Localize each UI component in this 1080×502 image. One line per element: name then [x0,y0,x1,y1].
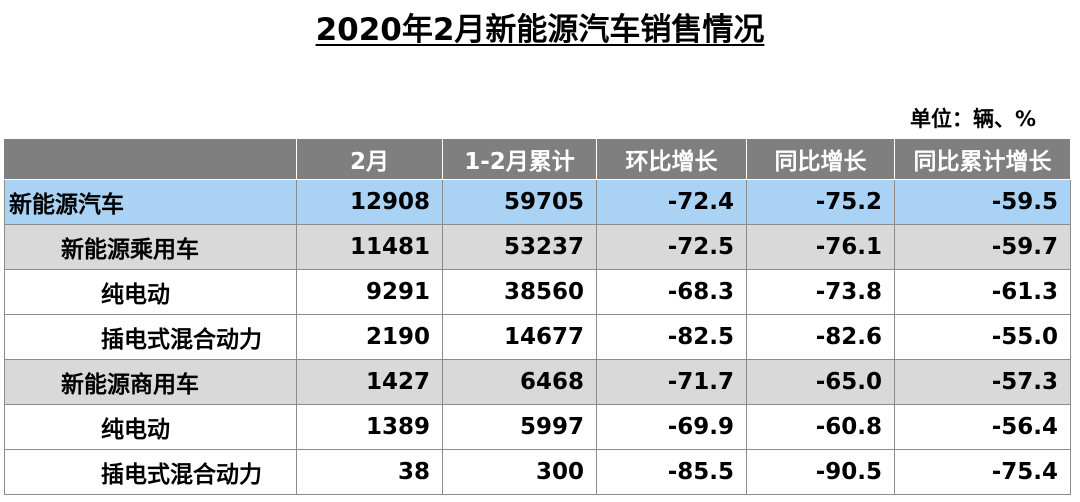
table-row: 纯电动 1389 5997 -69.9 -60.8 -56.4 [4,404,1071,450]
cell-yoy-growth: -73.8 [746,269,895,315]
row-label: 新能源汽车 [4,179,297,225]
header-cell-cumulative: 1-2月累计 [442,138,597,180]
cell-mom-growth: -82.5 [596,314,747,360]
cell-mom-growth: -68.3 [596,269,747,315]
cell-cumulative-value: 38560 [442,269,597,315]
cell-yoy-cumulative-growth: -61.3 [894,269,1071,315]
cell-cumulative-value: 6468 [442,359,597,405]
header-cell-mom: 环比增长 [596,138,747,180]
header-cell-feb: 2月 [296,138,443,180]
cell-cumulative-value: 53237 [442,224,597,270]
cell-feb-value: 1389 [296,404,443,450]
cell-yoy-growth: -60.8 [746,404,895,450]
cell-mom-growth: -69.9 [596,404,747,450]
cell-yoy-growth: -82.6 [746,314,895,360]
table-row: 新能源乘用车 11481 53237 -72.5 -76.1 -59.7 [4,224,1071,270]
header-cell-yoy: 同比增长 [746,138,895,180]
cell-yoy-growth: -76.1 [746,224,895,270]
cell-feb-value: 38 [296,449,443,495]
cell-feb-value: 9291 [296,269,443,315]
table-header: 2月 1-2月累计 环比增长 同比增长 同比累计增长 [4,138,1071,180]
cell-cumulative-value: 5997 [442,404,597,450]
cell-mom-growth: -85.5 [596,449,747,495]
cell-yoy-cumulative-growth: -55.0 [894,314,1071,360]
header-row: 2月 1-2月累计 环比增长 同比增长 同比累计增长 [4,138,1071,180]
page-title-text: 2020年2月新能源汽车销售情况 [315,12,765,48]
cell-mom-growth: -71.7 [596,359,747,405]
sales-table: 2月 1-2月累计 环比增长 同比增长 同比累计增长 新能源汽车 12908 597… [4,138,1071,495]
row-label: 插电式混合动力 [4,449,297,495]
header-cell-label [4,138,297,180]
page-title: 2020年2月新能源汽车销售情况 [0,8,1080,52]
cell-yoy-cumulative-growth: -59.7 [894,224,1071,270]
row-label: 新能源乘用车 [4,224,297,270]
table-row: 纯电动 9291 38560 -68.3 -73.8 -61.3 [4,269,1071,315]
table-row: 插电式混合动力 2190 14677 -82.5 -82.6 -55.0 [4,314,1071,360]
table-body: 新能源汽车 12908 59705 -72.4 -75.2 -59.5 新能源乘用车 1148… [4,179,1071,495]
cell-mom-growth: -72.4 [596,179,747,225]
cell-yoy-growth: -90.5 [746,449,895,495]
cell-cumulative-value: 300 [442,449,597,495]
row-label: 插电式混合动力 [4,314,297,360]
table-row: 新能源汽车 12908 59705 -72.4 -75.2 -59.5 [4,179,1071,225]
cell-yoy-cumulative-growth: -75.4 [894,449,1071,495]
cell-yoy-growth: -65.0 [746,359,895,405]
table-row: 新能源商用车 1427 6468 -71.7 -65.0 -57.3 [4,359,1071,405]
cell-yoy-growth: -75.2 [746,179,895,225]
cell-cumulative-value: 14677 [442,314,597,360]
table-row: 插电式混合动力 38 300 -85.5 -90.5 -75.4 [4,449,1071,495]
cell-mom-growth: -72.5 [596,224,747,270]
row-label: 新能源商用车 [4,359,297,405]
cell-feb-value: 12908 [296,179,443,225]
cell-yoy-cumulative-growth: -56.4 [894,404,1071,450]
cell-feb-value: 11481 [296,224,443,270]
row-label: 纯电动 [4,404,297,450]
header-cell-yoy-cumulative: 同比累计增长 [894,138,1071,180]
row-label: 纯电动 [4,269,297,315]
unit-label: 单位：辆、% [909,107,1036,131]
cell-yoy-cumulative-growth: -57.3 [894,359,1071,405]
cell-feb-value: 1427 [296,359,443,405]
cell-cumulative-value: 59705 [442,179,597,225]
cell-yoy-cumulative-growth: -59.5 [894,179,1071,225]
cell-feb-value: 2190 [296,314,443,360]
